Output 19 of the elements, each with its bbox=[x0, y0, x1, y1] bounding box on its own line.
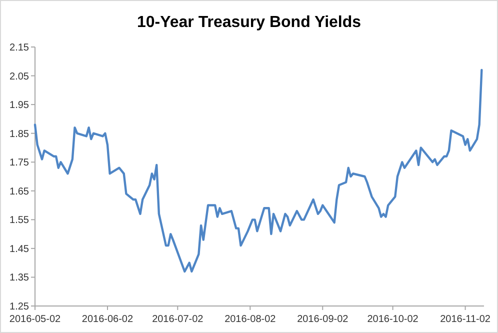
y-tick-label: 1.35 bbox=[10, 272, 30, 284]
y-tick-label: 2.15 bbox=[10, 42, 30, 54]
y-tick-label: 1.25 bbox=[10, 302, 30, 312]
y-tick-label: 2.05 bbox=[10, 71, 30, 82]
x-tick-label: 2016-06-02 bbox=[82, 314, 134, 325]
y-tick-label: 1.65 bbox=[10, 186, 30, 198]
x-tick-label: 2016-11-02 bbox=[440, 314, 491, 325]
x-tick-label: 2016-10-02 bbox=[367, 314, 419, 325]
x-tick-label: 2016-08-02 bbox=[224, 314, 276, 325]
y-tick-label: 1.75 bbox=[10, 158, 30, 169]
line-series bbox=[34, 68, 483, 273]
x-tick-label: 2016-07-02 bbox=[152, 314, 204, 325]
y-tick-label: 1.85 bbox=[10, 128, 30, 140]
x-tick-label: 2016-09-02 bbox=[297, 314, 349, 325]
x-tick-label: 2016-05-02 bbox=[9, 314, 62, 325]
y-tick-label: 1.95 bbox=[10, 100, 30, 112]
y-tick-label: 1.55 bbox=[10, 215, 30, 226]
chart-title: 10-Year Treasury Bond Yields bbox=[136, 14, 362, 31]
y-tick-label: 1.45 bbox=[10, 244, 30, 255]
